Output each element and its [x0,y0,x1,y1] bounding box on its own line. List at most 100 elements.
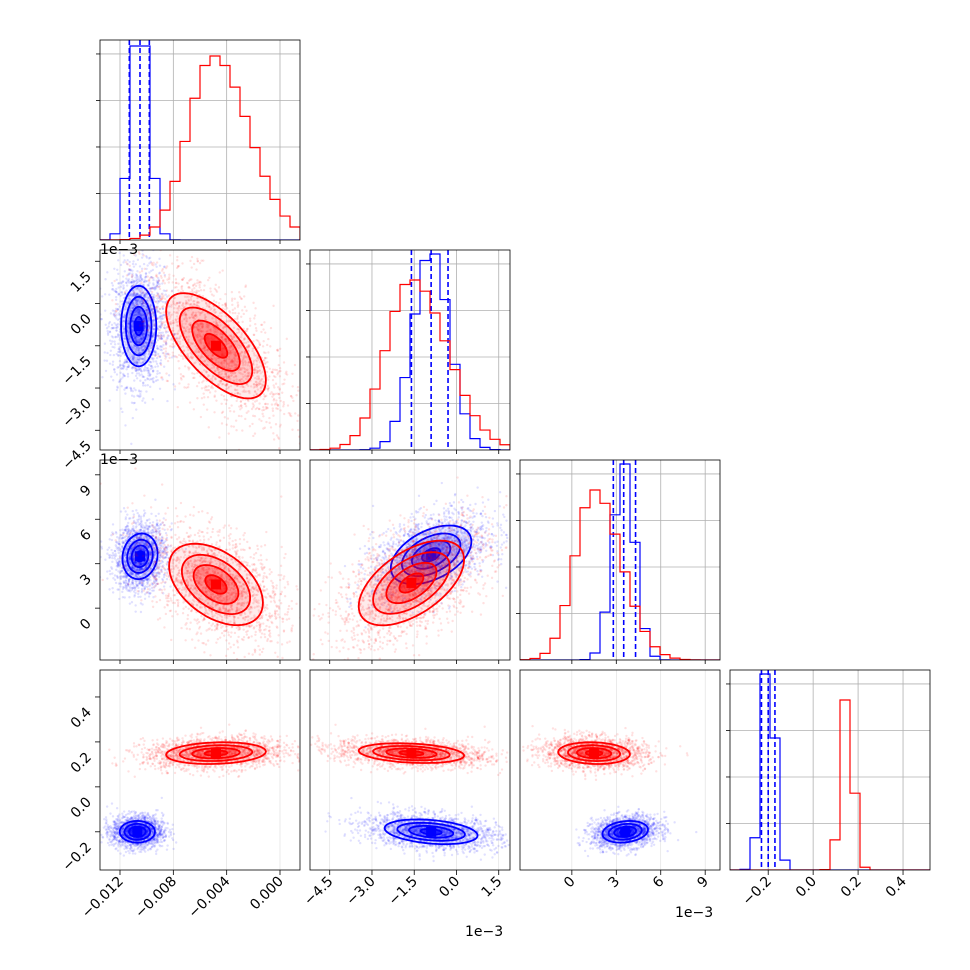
scatter-point [159,317,162,320]
scatter-point [142,317,145,321]
scatter-point [143,401,147,404]
scatter-point [142,368,146,371]
scatter-point [161,307,165,311]
scatter-point [117,380,121,384]
scatter-point [121,352,124,355]
scatter-point [192,262,196,266]
scatter-point [239,378,242,381]
scatter-point [134,369,138,373]
scatter-point [138,338,141,341]
scatter-point [124,292,127,296]
scatter-point [110,538,114,542]
scatter-point [126,513,129,516]
scatter-point [153,316,156,320]
scatter-point [127,302,130,305]
scatter-point [272,432,275,435]
scatter-point [144,358,147,361]
scatter-point [138,341,141,344]
scatter-point [121,300,124,303]
scatter-point [141,357,144,360]
scatter-point [131,330,134,333]
scatter-point [142,313,145,316]
scatter-point [144,369,148,372]
scatter-point [179,373,183,376]
scatter-point [262,408,266,412]
scatter-point [197,381,201,384]
scatter-point [261,345,265,348]
scatter-point [139,312,142,315]
scatter-point [164,350,168,353]
scatter-point [170,290,174,293]
scatter-point [143,280,146,284]
scatter-point [136,287,139,291]
scatter-point [142,301,145,305]
scatter-point [126,263,129,266]
scatter-point [138,346,141,350]
scatter-point [111,587,114,590]
scatter-point [116,326,119,329]
scatter-point [132,280,136,283]
scatter-point [252,434,255,438]
scatter-point [136,278,139,282]
scatter-point [127,273,130,277]
scatter-point [231,297,234,300]
scatter-point [147,353,151,356]
scatter-point [121,410,124,414]
scatter-point [108,293,111,296]
scatter-point [145,279,149,283]
scatter-point [131,371,134,375]
scatter-point [190,266,193,269]
scatter-point [119,377,123,381]
scatter-point [144,291,148,295]
scatter-point [132,357,136,361]
scatter-point [149,343,152,347]
scatter-point [142,314,145,317]
scatter-point [181,374,184,378]
scatter-point [174,332,177,336]
scatter-point [155,307,159,311]
scatter-point [146,296,150,299]
scatter-point [241,385,245,389]
scatter-point [239,352,242,356]
scatter-point [135,347,139,350]
scatter-point [113,371,117,374]
scatter-point [142,335,145,338]
scatter-point [122,337,126,340]
scatter-point [116,318,120,322]
scatter-point [140,303,143,306]
scatter-point [301,428,303,430]
scatter-point [111,523,115,526]
scatter-point [245,411,248,415]
scatter-point [120,367,123,370]
scatter-point [254,322,257,326]
scatter-point [123,337,126,340]
scatter-point [160,337,164,341]
scatter-point [115,317,118,320]
scatter-point [138,347,141,350]
scatter-point [158,285,161,288]
scatter-point [235,399,238,403]
scatter-point [137,389,141,392]
scatter-point [143,323,146,327]
scatter-point [146,366,150,370]
scatter-point [127,300,130,304]
scatter-point [150,365,154,368]
scatter-point [163,273,167,277]
scatter-point [141,357,144,361]
scatter-point [141,375,144,379]
scatter-point [131,390,135,393]
scatter-point [180,287,183,291]
scatter-point [305,385,307,387]
scatter-point [123,329,126,333]
scatter-point [132,356,135,359]
scatter-point [142,262,146,266]
scatter-point [131,509,134,513]
scatter-point [139,293,143,296]
scatter-point [149,367,152,371]
scatter-point [140,357,144,360]
scatter-point [140,346,143,350]
scatter-point [139,309,142,312]
scatter-point [155,284,159,288]
scatter-point [111,560,114,564]
scatter-point [137,372,141,375]
